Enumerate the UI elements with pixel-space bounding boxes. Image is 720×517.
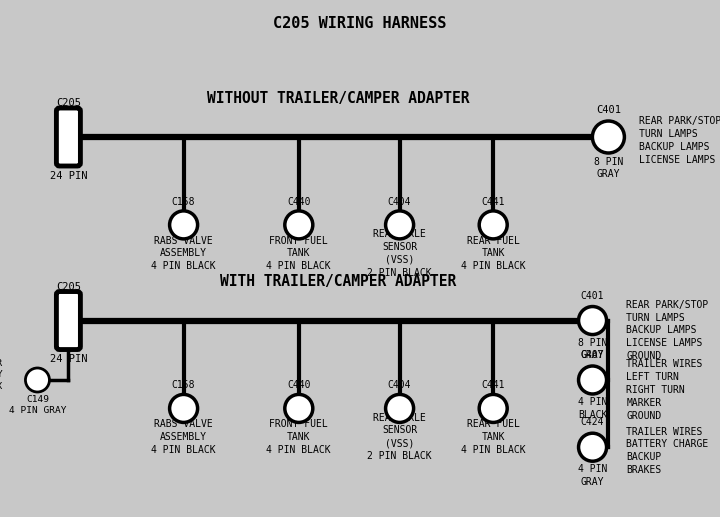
- Text: REAR PARK/STOP
TURN LAMPS
BACKUP LAMPS
LICENSE LAMPS
GROUND: REAR PARK/STOP TURN LAMPS BACKUP LAMPS L…: [626, 300, 708, 361]
- Text: FRONT FUEL
TANK
4 PIN BLACK: FRONT FUEL TANK 4 PIN BLACK: [266, 419, 331, 454]
- Text: C404: C404: [388, 196, 411, 207]
- Text: TRAILER WIRES
LEFT TURN
RIGHT TURN
MARKER
GROUND: TRAILER WIRES LEFT TURN RIGHT TURN MARKE…: [626, 359, 703, 420]
- Text: TRAILER
RELAY
BOX: TRAILER RELAY BOX: [0, 359, 3, 391]
- Circle shape: [170, 211, 197, 239]
- FancyBboxPatch shape: [56, 108, 81, 166]
- Text: C205 WIRING HARNESS: C205 WIRING HARNESS: [274, 16, 446, 31]
- Text: C404: C404: [388, 380, 411, 390]
- Text: REAR FUEL
TANK
4 PIN BLACK: REAR FUEL TANK 4 PIN BLACK: [461, 236, 526, 271]
- Text: C205: C205: [56, 98, 81, 109]
- Text: C407: C407: [581, 350, 604, 360]
- Circle shape: [386, 211, 413, 239]
- Circle shape: [285, 211, 312, 239]
- Text: FRONT FUEL
TANK
4 PIN BLACK: FRONT FUEL TANK 4 PIN BLACK: [266, 236, 331, 271]
- Circle shape: [593, 121, 624, 153]
- Text: 24 PIN: 24 PIN: [50, 354, 87, 364]
- Circle shape: [480, 394, 507, 422]
- Circle shape: [579, 366, 606, 394]
- Text: 24 PIN: 24 PIN: [50, 171, 87, 181]
- Text: C158: C158: [172, 196, 195, 207]
- Circle shape: [25, 368, 50, 392]
- Text: REAR AXLE
SENSOR
(VSS)
2 PIN BLACK: REAR AXLE SENSOR (VSS) 2 PIN BLACK: [367, 413, 432, 461]
- Text: RABS VALVE
ASSEMBLY
4 PIN BLACK: RABS VALVE ASSEMBLY 4 PIN BLACK: [151, 419, 216, 454]
- Circle shape: [170, 394, 197, 422]
- Text: C401: C401: [596, 105, 621, 115]
- Text: C424: C424: [581, 417, 604, 428]
- Text: C441: C441: [482, 196, 505, 207]
- Text: C158: C158: [172, 380, 195, 390]
- Text: RABS VALVE
ASSEMBLY
4 PIN BLACK: RABS VALVE ASSEMBLY 4 PIN BLACK: [151, 236, 216, 271]
- Text: C440: C440: [287, 380, 310, 390]
- Text: 8 PIN
GRAY: 8 PIN GRAY: [578, 338, 607, 360]
- Text: C205: C205: [56, 282, 81, 292]
- Text: C440: C440: [287, 196, 310, 207]
- Text: REAR FUEL
TANK
4 PIN BLACK: REAR FUEL TANK 4 PIN BLACK: [461, 419, 526, 454]
- Text: REAR AXLE
SENSOR
(VSS)
2 PIN BLACK: REAR AXLE SENSOR (VSS) 2 PIN BLACK: [367, 229, 432, 278]
- Circle shape: [285, 394, 312, 422]
- Circle shape: [480, 211, 507, 239]
- Text: C441: C441: [482, 380, 505, 390]
- Text: REAR PARK/STOP
TURN LAMPS
BACKUP LAMPS
LICENSE LAMPS: REAR PARK/STOP TURN LAMPS BACKUP LAMPS L…: [639, 116, 720, 165]
- Circle shape: [386, 394, 413, 422]
- Text: 8 PIN
GRAY: 8 PIN GRAY: [594, 157, 623, 179]
- Text: WITHOUT TRAILER/CAMPER ADAPTER: WITHOUT TRAILER/CAMPER ADAPTER: [207, 90, 469, 106]
- Text: 4 PIN
BLACK: 4 PIN BLACK: [578, 397, 607, 420]
- Text: C149
4 PIN GRAY: C149 4 PIN GRAY: [9, 394, 66, 415]
- Circle shape: [579, 307, 606, 334]
- Text: TRAILER WIRES
BATTERY CHARGE
BACKUP
BRAKES: TRAILER WIRES BATTERY CHARGE BACKUP BRAK…: [626, 427, 708, 475]
- Text: WITH TRAILER/CAMPER ADAPTER: WITH TRAILER/CAMPER ADAPTER: [220, 274, 456, 290]
- Text: 4 PIN
GRAY: 4 PIN GRAY: [578, 464, 607, 487]
- Circle shape: [579, 433, 606, 461]
- FancyBboxPatch shape: [56, 292, 81, 349]
- Text: C401: C401: [581, 291, 604, 301]
